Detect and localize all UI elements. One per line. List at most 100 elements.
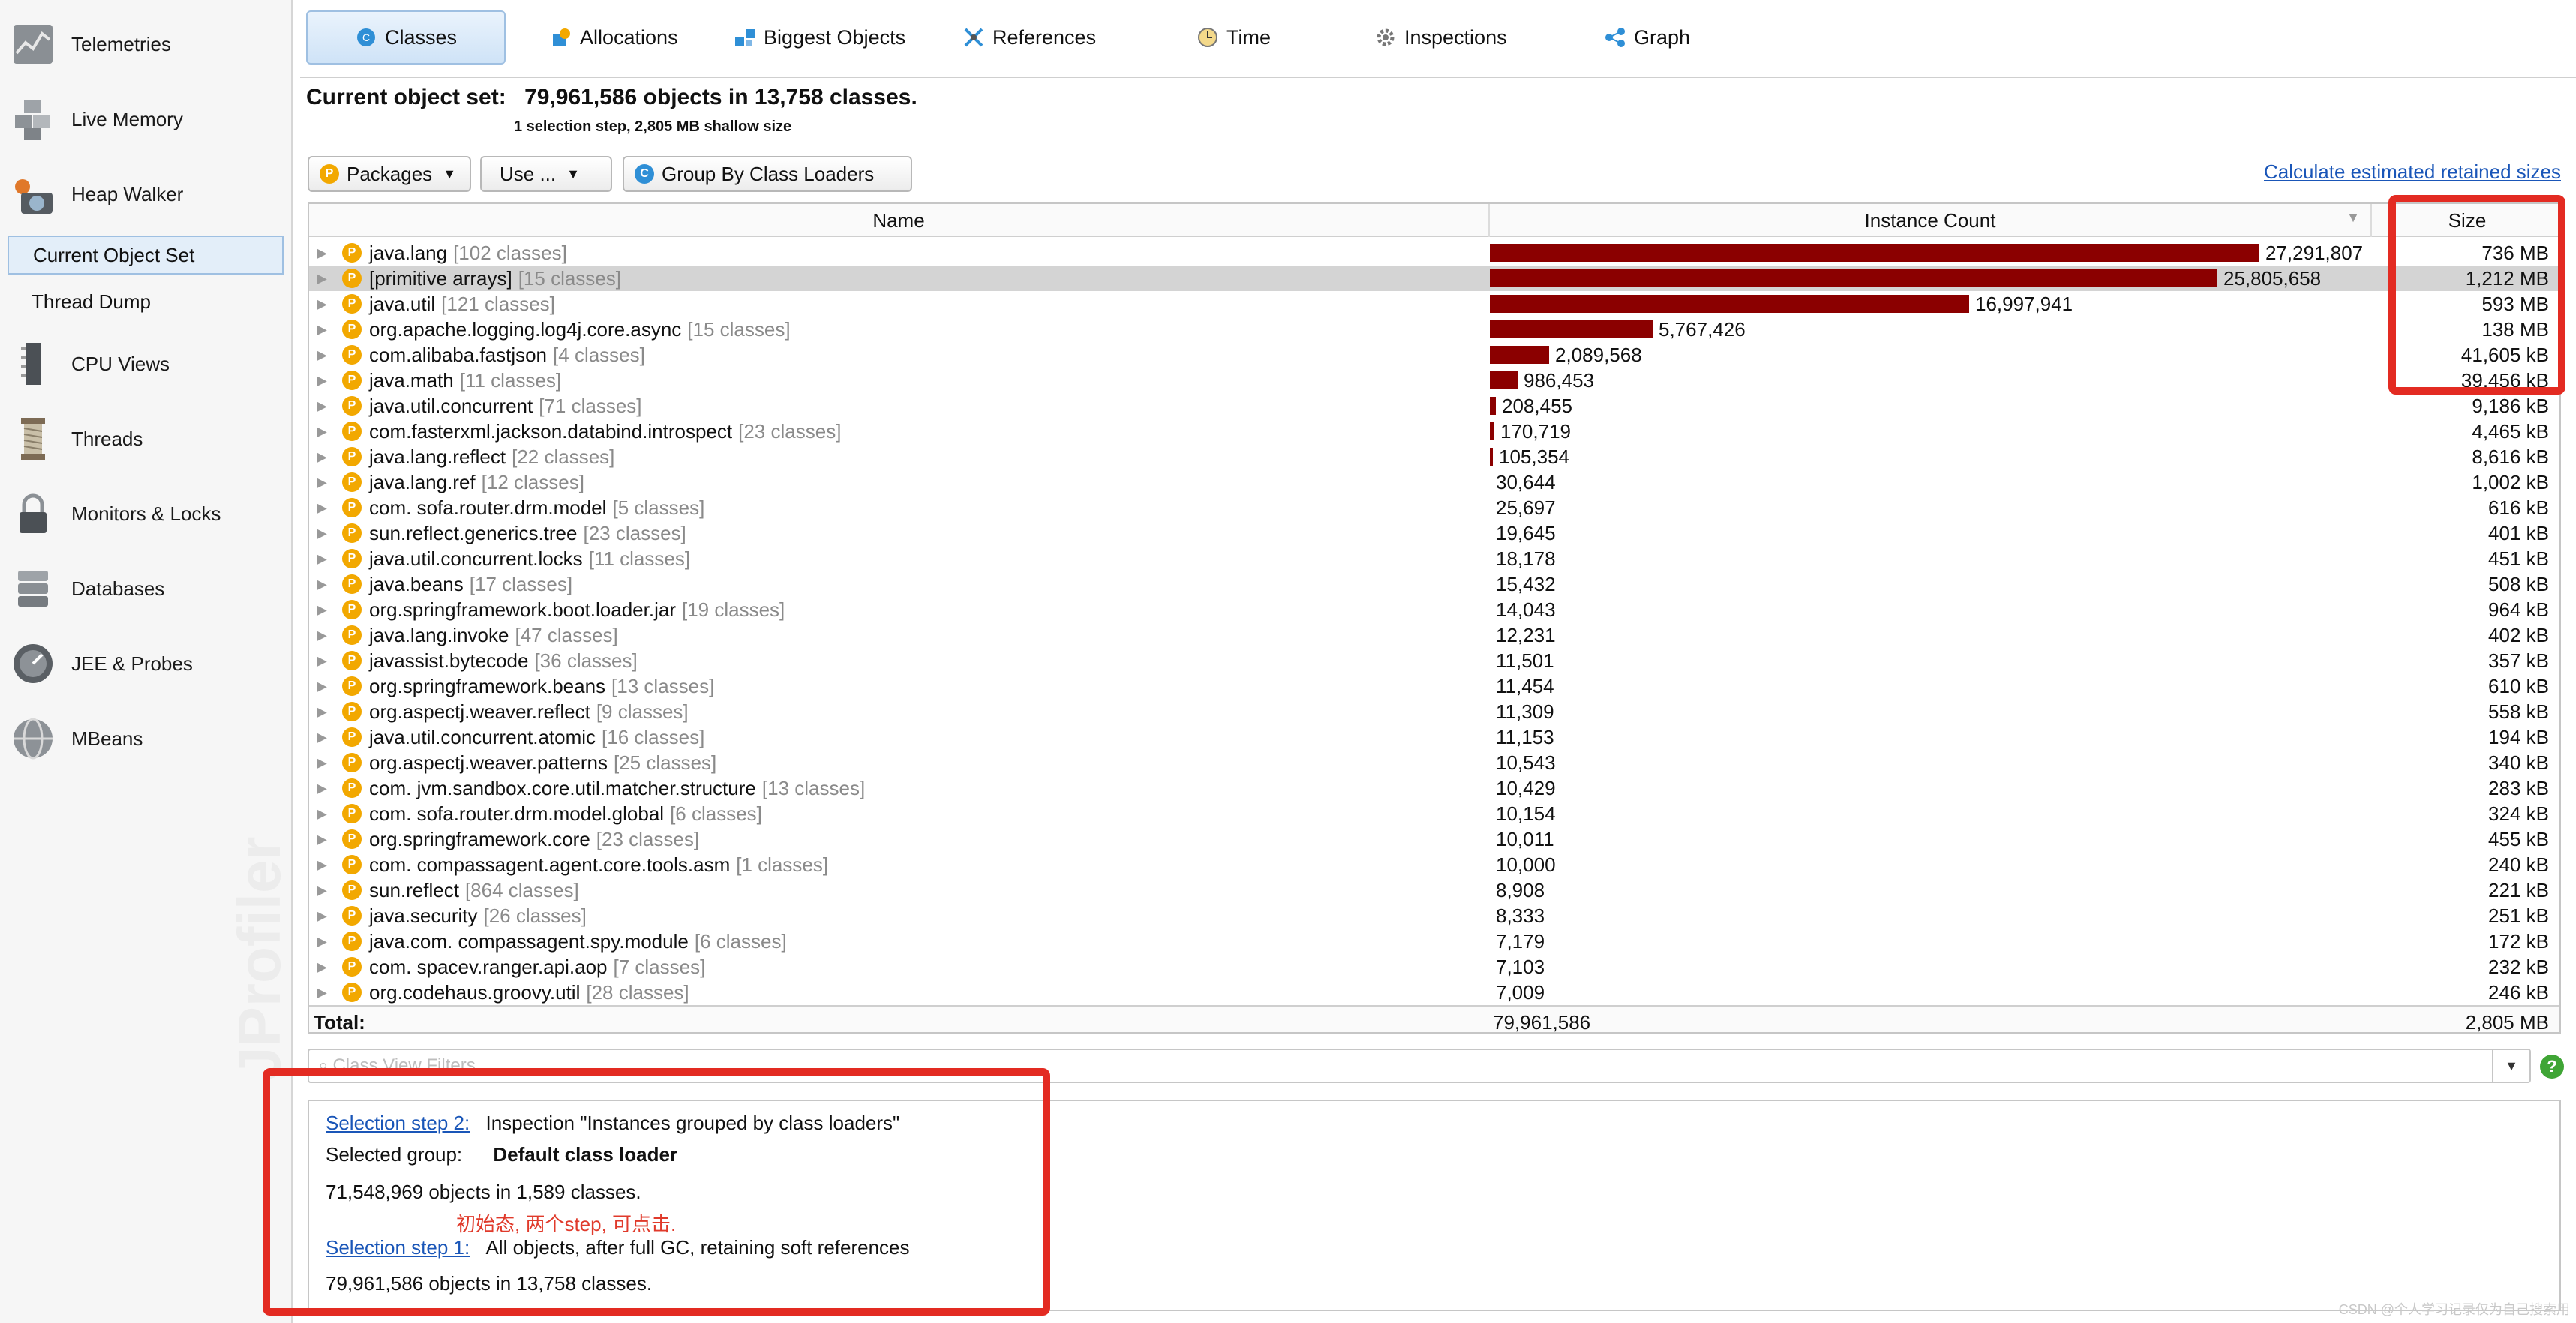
tab-time[interactable]: Time — [1196, 10, 1271, 64]
column-header-instance-count[interactable]: Instance Count ▼ — [1490, 204, 2372, 237]
expand-arrow-icon[interactable]: ▶ — [317, 933, 327, 949]
selection-step-2-link[interactable]: Selection step 2: — [326, 1112, 470, 1134]
expand-arrow-icon[interactable]: ▶ — [317, 627, 327, 643]
expand-arrow-icon[interactable]: ▶ — [317, 704, 327, 719]
sidebar-item-cpu-views[interactable]: CPU Views — [0, 330, 293, 398]
expand-arrow-icon[interactable]: ▶ — [317, 729, 327, 745]
class-count: [6 classes] — [670, 802, 762, 825]
expand-arrow-icon[interactable]: ▶ — [317, 296, 327, 311]
expand-arrow-icon[interactable]: ▶ — [317, 754, 327, 770]
expand-arrow-icon[interactable]: ▶ — [317, 908, 327, 923]
use-dropdown[interactable]: Use ... ▼ — [480, 156, 612, 192]
instance-count-cell: 2,089,568 — [1490, 342, 2372, 368]
expand-arrow-icon[interactable]: ▶ — [317, 882, 327, 898]
expand-arrow-icon[interactable]: ▶ — [317, 474, 327, 490]
tab-inspections[interactable]: Inspections — [1374, 10, 1507, 64]
table-header: Name Instance Count ▼ Size — [309, 204, 2559, 237]
sidebar-item-jee-probes[interactable]: JEE & Probes — [0, 630, 293, 698]
sidebar-item-mbeans[interactable]: MBeans — [0, 705, 293, 772]
packages-dropdown[interactable]: P Packages ▼ — [308, 156, 471, 192]
calculate-retained-sizes-link[interactable]: Calculate estimated retained sizes — [2264, 160, 2561, 183]
sidebar-item-label: CPU Views — [71, 352, 170, 375]
sidebar-item-telemetries[interactable]: Telemetries — [0, 10, 293, 78]
sidebar-item-databases[interactable]: Databases — [0, 555, 293, 622]
expand-arrow-icon[interactable]: ▶ — [317, 806, 327, 821]
expand-arrow-icon[interactable]: ▶ — [317, 550, 327, 566]
expand-arrow-icon[interactable]: ▶ — [317, 500, 327, 515]
instance-count-value: 10,154 — [1496, 802, 1556, 825]
expand-arrow-icon[interactable]: ▶ — [317, 448, 327, 464]
sidebar-item-monitors-locks[interactable]: Monitors & Locks — [0, 480, 293, 548]
column-header-size[interactable]: Size — [2372, 204, 2559, 237]
tab-classes[interactable]: C Classes — [306, 10, 506, 64]
expand-arrow-icon[interactable]: ▶ — [317, 984, 327, 1000]
tab-allocations[interactable]: Allocations — [550, 10, 678, 64]
class-count: [16 classes] — [602, 725, 705, 748]
help-icon[interactable]: ? — [2540, 1054, 2564, 1078]
selection-step-1-link[interactable]: Selection step 1: — [326, 1236, 470, 1258]
sidebar-item-threads[interactable]: Threads — [0, 405, 293, 472]
mbeans-icon — [14, 718, 53, 760]
expand-arrow-icon[interactable]: ▶ — [317, 423, 327, 439]
expand-arrow-icon[interactable]: ▶ — [317, 856, 327, 872]
table-row[interactable]: ▶ P [primitive arrays] [15 classes] 25,805,6… — [309, 266, 2559, 291]
expand-arrow-icon[interactable]: ▶ — [317, 958, 327, 974]
sidebar-item-live-memory[interactable]: Live Memory — [0, 86, 293, 153]
expand-arrow-icon[interactable]: ▶ — [317, 831, 327, 847]
expand-arrow-icon[interactable]: ▶ — [317, 270, 327, 286]
expand-arrow-icon[interactable]: ▶ — [317, 244, 327, 260]
filter-dropdown-button[interactable]: ▼ — [2492, 1050, 2529, 1082]
expand-arrow-icon[interactable]: ▶ — [317, 652, 327, 668]
expand-arrow-icon[interactable]: ▶ — [317, 398, 327, 413]
expand-arrow-icon[interactable]: ▶ — [317, 346, 327, 362]
expand-arrow-icon[interactable]: ▶ — [317, 780, 327, 796]
expand-arrow-icon[interactable]: ▶ — [317, 576, 327, 592]
tab-references[interactable]: References — [962, 10, 1096, 64]
expand-arrow-icon[interactable]: ▶ — [317, 321, 327, 337]
expand-arrow-icon[interactable]: ▶ — [317, 525, 327, 541]
column-header-name[interactable]: Name — [309, 204, 1490, 237]
expand-arrow-icon[interactable]: ▶ — [317, 602, 327, 617]
sidebar-subitem-current-object-set[interactable]: Current Object Set — [8, 236, 284, 274]
size-cell: 451 kB — [2488, 548, 2549, 570]
class-count: [26 classes] — [483, 904, 587, 927]
expand-arrow-icon[interactable]: ▶ — [317, 678, 327, 694]
sidebar-item-heap-walker[interactable]: Heap Walker — [0, 160, 293, 228]
sidebar-subitem-thread-dump[interactable]: Thread Dump — [32, 290, 151, 313]
instance-count-cell: 11,501 — [1490, 648, 2372, 674]
tab-graph[interactable]: Graph — [1604, 10, 1690, 64]
instance-count-value: 15,432 — [1496, 572, 1556, 596]
expand-arrow-icon[interactable]: ▶ — [317, 372, 327, 388]
group-by-class-loaders-button[interactable]: C Group By Class Loaders — [623, 156, 912, 192]
tab-biggest-objects[interactable]: Biggest Objects — [734, 10, 905, 64]
